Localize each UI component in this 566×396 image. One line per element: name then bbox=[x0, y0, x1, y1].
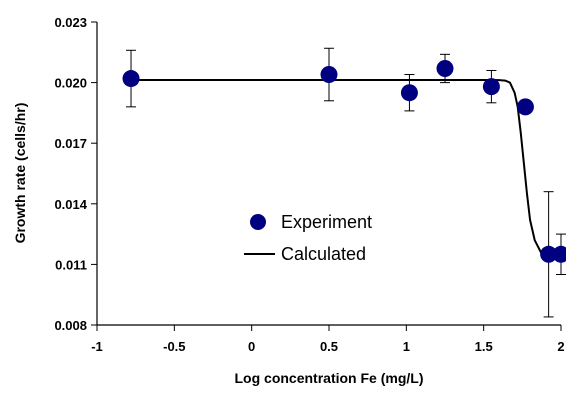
legend-marker-experiment bbox=[250, 214, 266, 230]
x-tick-label: 2 bbox=[557, 339, 564, 354]
experiment-point bbox=[482, 78, 500, 96]
y-axis-title: Growth rate (cells/hr) bbox=[12, 103, 28, 244]
y-tick-label: 0.008 bbox=[54, 318, 87, 333]
x-tick-label: -1 bbox=[91, 339, 103, 354]
y-tick-label: 0.014 bbox=[54, 197, 87, 212]
experiment-point bbox=[400, 84, 418, 102]
y-tick-label: 0.023 bbox=[54, 15, 87, 30]
x-tick-label: 1.5 bbox=[475, 339, 493, 354]
y-tick-label: 0.017 bbox=[54, 136, 87, 151]
x-tick-label: 0.5 bbox=[320, 339, 338, 354]
calculated-curve bbox=[131, 78, 562, 257]
legend-label: Calculated bbox=[281, 244, 366, 264]
experiment-point bbox=[552, 245, 566, 263]
legend-label: Experiment bbox=[281, 212, 372, 232]
experiment-point bbox=[320, 66, 338, 84]
experiment-point bbox=[436, 59, 454, 77]
experiment-point bbox=[540, 245, 558, 263]
x-tick-label: -0.5 bbox=[163, 339, 185, 354]
chart-marks bbox=[122, 47, 566, 318]
y-tick-label: 0.020 bbox=[54, 76, 87, 91]
x-tick-label: 1 bbox=[403, 339, 410, 354]
x-axis-title: Log concentration Fe (mg/L) bbox=[235, 370, 424, 386]
axes: -1 -0.5 0 0.5 1 1.5 2 0.008 0.011 0.014 0.017 0.020… bbox=[54, 15, 564, 354]
legend: Experiment Calculated bbox=[244, 212, 372, 264]
x-tick-label: 0 bbox=[248, 339, 255, 354]
y-tick-label: 0.011 bbox=[55, 257, 87, 272]
experiment-point bbox=[516, 98, 534, 116]
experiment-point bbox=[122, 70, 140, 88]
